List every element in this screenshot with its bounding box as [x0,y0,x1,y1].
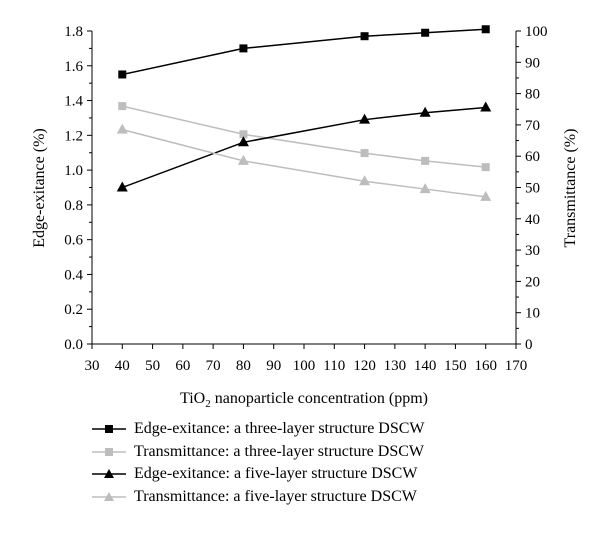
y2-tick-label: 60 [525,149,540,165]
y-tick-label: 0.0 [64,337,83,353]
legend-label: Transmittance: a three-layer structure D… [134,442,424,460]
data-point [480,190,492,201]
x-tick-label: 140 [414,358,437,374]
x-axis-title-subscript: 2 [205,398,211,410]
x-tick-label: 70 [206,358,221,374]
series-line-0 [122,28,486,76]
chart: 0.0 0.2 0.4 0.6 0.8 1.0 1.2 1.4 1.6 1.8 0 10 20 30 40 5… [31,24,579,410]
x-axis-title-rest: nanoparticle concentration (ppm) [211,390,428,407]
y-tick-label: 0.8 [64,198,83,214]
x-tick-label: 160 [474,358,497,374]
y-axis-title: Edge-exitance (%) [31,128,48,247]
x-tick-label: 90 [266,358,281,374]
x-tick-label: 120 [353,358,376,374]
legend: Edge-exitance: a three-layer structure D… [92,418,425,508]
x-tick-label: 60 [175,358,190,374]
y-tick-label: 1.8 [64,24,83,40]
legend-label: Edge-exitance: a five-layer structure DS… [134,465,418,483]
data-point [421,156,430,165]
data-point [419,106,431,117]
x-tick-label: 110 [323,358,345,374]
data-point [118,70,127,79]
data-point [116,181,128,192]
data-point [239,44,248,53]
series-line-1 [122,105,486,168]
legend-swatch-three-layer-edge [92,425,126,434]
data-point [419,183,431,194]
y2-tick-label: 70 [525,118,540,134]
y2-tick-label: 80 [525,87,540,103]
plot-area: 0.0 0.2 0.4 0.6 0.8 1.0 1.2 1.4 1.6 1.8 0 10 20 30 40 5… [64,24,547,374]
legend-item: Transmittance: a five-layer structure DS… [92,486,425,509]
y2-tick-label: 0 [525,337,533,353]
y2-tick-label: 30 [525,243,540,259]
legend-item: Edge-exitance: a five-layer structure DS… [92,463,425,486]
y-tick-label: 1.0 [64,163,83,179]
legend-item: Edge-exitance: a three-layer structure D… [92,418,425,441]
y-tick-label: 1.6 [64,59,83,75]
data-point [360,149,369,158]
y2-tick-label: 10 [525,306,540,322]
data-point [360,32,369,41]
y2-tick-label: 90 [525,55,540,71]
x-tick-label: 40 [115,358,130,374]
y-tick-label: 0.4 [64,267,83,283]
data-point [421,28,430,37]
data-point [481,25,490,34]
x-tick-label: 50 [145,358,160,374]
data-point [239,130,248,139]
x-tick-label: 130 [384,358,407,374]
legend-swatch-five-layer-edge [92,469,126,479]
legend-label: Transmittance: a five-layer structure DS… [134,487,417,505]
data-point [237,154,249,165]
legend-swatch-three-layer-trans [92,447,126,456]
series-line-3 [122,128,486,198]
x-tick-label: 100 [293,358,316,374]
legend-item: Transmittance: a three-layer structure D… [92,441,425,464]
legend-label: Edge-exitance: a three-layer structure D… [134,420,425,438]
x-tick-label: 170 [505,358,528,374]
y2-tick-label: 40 [525,212,540,228]
data-point [359,113,371,124]
y2-axis-title: Transmittance (%) [562,129,579,248]
legend-swatch-five-layer-trans [92,491,126,501]
x-axis-title-main: TiO [180,390,205,407]
x-tick-label: 30 [85,358,100,374]
y2-tick-label: 100 [525,24,548,40]
y-tick-label: 0.6 [64,233,83,249]
data-point [237,136,249,147]
data-point [116,123,128,134]
y-tick-label: 0.2 [64,302,83,318]
y-tick-label: 1.2 [64,128,83,144]
x-tick-label: 80 [236,358,251,374]
x-axis-title: TiO2 nanoparticle concentration (ppm) [180,390,428,410]
data-point [118,102,127,111]
data-point [481,163,490,172]
y2-tick-label: 50 [525,181,540,197]
y-tick-label: 1.4 [64,94,83,110]
data-point [480,101,492,112]
data-point [359,175,371,186]
x-tick-label: 150 [444,358,467,374]
y2-tick-label: 20 [525,274,540,290]
